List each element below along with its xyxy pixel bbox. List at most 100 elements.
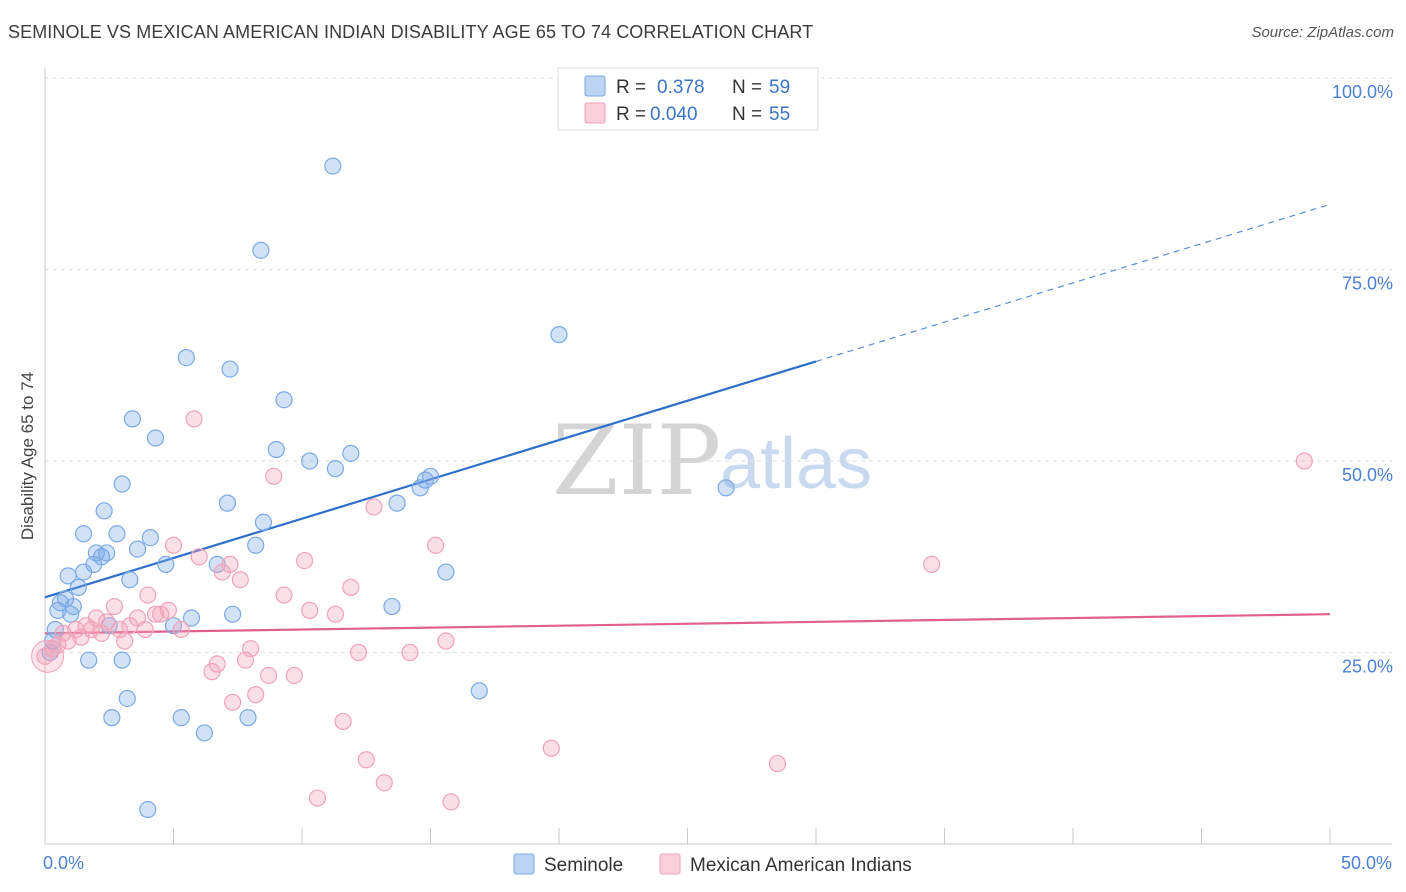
point-mexican-45 xyxy=(349,643,368,662)
point-mexican-56 xyxy=(1295,452,1313,470)
bottom-legend-swatch-mexican xyxy=(659,853,681,875)
chart-source: Source: ZipAtlas.com xyxy=(1251,24,1394,41)
point-seminole-7 xyxy=(64,597,82,616)
point-seminole-45 xyxy=(301,452,319,470)
legend-swatch-seminole xyxy=(584,75,606,97)
chart-title: SEMINOLE VS MEXICAN AMERICAN INDIAN DISA… xyxy=(8,22,814,42)
point-mexican-22 xyxy=(164,536,183,554)
point-mexican-49 xyxy=(401,643,419,662)
point-seminole-31 xyxy=(172,709,190,727)
legend-n-label-1: N = xyxy=(732,77,762,98)
point-mexican-52 xyxy=(437,632,455,650)
legend: R = 0.378 N = 59 R = 0.040 N = 55 xyxy=(557,67,819,131)
point-mexican-33 xyxy=(242,640,260,658)
point-seminole-57 xyxy=(717,479,735,497)
point-seminole-28 xyxy=(146,429,165,447)
y-tick-label-3: 100.0% xyxy=(1332,82,1393,102)
point-mexican-46 xyxy=(357,751,375,769)
point-mexican-37 xyxy=(275,586,293,604)
point-seminole-30 xyxy=(164,617,183,635)
x-tick-max: 50.0% xyxy=(1341,853,1392,873)
point-mexican-53 xyxy=(542,739,560,757)
point-mexican-18 xyxy=(139,586,157,604)
point-seminole-23 xyxy=(121,571,139,589)
point-cluster-origin xyxy=(31,639,65,673)
legend-r-value-1: 0.378 xyxy=(657,77,705,98)
legend-n-value-2: 55 xyxy=(769,104,790,125)
point-mexican-27 xyxy=(208,655,226,673)
legend-swatch-mexican xyxy=(584,102,606,124)
legend-r-label-2: R = xyxy=(616,104,646,125)
point-mexican-34 xyxy=(247,686,265,704)
point-mexican-47 xyxy=(365,498,383,516)
point-mexican-36 xyxy=(265,467,283,485)
point-mexican-54 xyxy=(768,754,787,773)
data-points xyxy=(31,157,1313,819)
point-mexican-20 xyxy=(152,605,170,623)
point-seminole-33 xyxy=(182,609,201,627)
point-mexican-51 xyxy=(442,793,460,811)
point-seminole-24 xyxy=(123,410,141,428)
point-mexican-21 xyxy=(159,601,177,619)
point-seminole-16 xyxy=(98,544,116,562)
point-seminole-29 xyxy=(157,555,175,574)
point-mexican-55 xyxy=(923,555,941,574)
bottom-legend: Seminole Mexican American Indians xyxy=(513,853,912,876)
legend-r-value-2: 0.040 xyxy=(650,104,698,125)
point-mexican-35 xyxy=(259,666,278,685)
point-mexican-50 xyxy=(427,536,445,554)
point-seminole-27 xyxy=(141,528,159,547)
point-seminole-49 xyxy=(383,597,401,616)
point-mexican-40 xyxy=(301,601,319,619)
point-seminole-41 xyxy=(252,241,270,259)
point-mexican-11 xyxy=(98,613,116,631)
point-seminole-15 xyxy=(95,502,113,520)
point-seminole-22 xyxy=(118,689,136,708)
point-seminole-36 xyxy=(218,494,237,512)
point-mexican-12 xyxy=(105,597,123,616)
point-seminole-20 xyxy=(113,651,131,669)
point-mexican-19 xyxy=(146,605,165,623)
point-seminole-39 xyxy=(239,709,257,727)
point-mexican-25 xyxy=(190,548,208,566)
bottom-legend-mexican: Mexican American Indians xyxy=(690,855,912,876)
point-seminole-42 xyxy=(254,513,273,531)
point-seminole-21 xyxy=(113,475,131,493)
y-tick-label-1: 50.0% xyxy=(1342,465,1393,485)
point-seminole-47 xyxy=(326,460,345,478)
point-mexican-42 xyxy=(326,605,345,623)
point-mexican-30 xyxy=(224,693,242,711)
point-seminole-34 xyxy=(195,724,213,742)
point-seminole-38 xyxy=(224,605,242,623)
watermark-atlas: atlas xyxy=(720,424,872,504)
point-mexican-41 xyxy=(308,789,327,807)
grid-lines xyxy=(45,77,1392,653)
point-seminole-53 xyxy=(421,467,440,485)
point-mexican-14 xyxy=(116,632,134,650)
point-mexican-43 xyxy=(334,712,352,731)
point-mexican-48 xyxy=(375,774,393,792)
point-mexican-9 xyxy=(87,609,106,627)
bottom-legend-seminole: Seminole xyxy=(544,855,623,876)
point-seminole-43 xyxy=(267,440,285,459)
x-tick-min: 0.0% xyxy=(43,853,84,873)
point-seminole-56 xyxy=(550,326,568,344)
point-seminole-46 xyxy=(324,157,342,175)
point-seminole-25 xyxy=(128,540,147,558)
point-seminole-44 xyxy=(275,391,293,409)
y-axis-label: Disability Age 65 to 74 xyxy=(18,372,37,540)
point-seminole-40 xyxy=(247,536,265,554)
point-mexican-23 xyxy=(172,620,190,639)
point-seminole-10 xyxy=(74,525,93,543)
legend-n-value-1: 59 xyxy=(769,77,790,98)
point-seminole-48 xyxy=(342,444,360,462)
point-seminole-50 xyxy=(388,494,406,512)
legend-r-label-1: R = xyxy=(616,77,646,98)
y-tick-label-2: 75.0% xyxy=(1342,274,1393,294)
point-seminole-55 xyxy=(470,682,488,700)
point-seminole-37 xyxy=(221,360,239,378)
point-seminole-18 xyxy=(103,709,121,727)
trend-lines xyxy=(44,203,1331,635)
point-seminole-19 xyxy=(108,525,126,543)
